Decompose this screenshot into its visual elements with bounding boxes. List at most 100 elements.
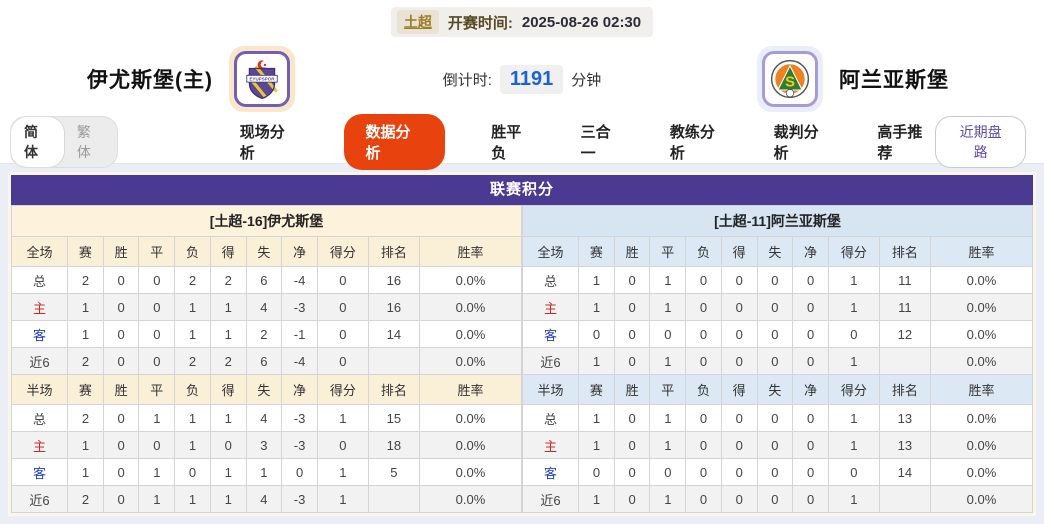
column-header-3: 负 [174,374,211,405]
stat-cell: 0 [756,431,794,459]
stat-cell: 0 [138,320,176,348]
stat-cell: 0 [685,266,722,294]
column-header-6: 净 [792,374,829,405]
stat-cell: -4 [281,266,318,294]
column-header-2: 平 [649,236,687,267]
stat-cell: 0 [827,320,880,348]
row-label: 主 [10,293,69,321]
nav-tab-6[interactable]: 高手推荐 [877,123,923,162]
stat-cell [878,485,931,513]
stat-cell: 0 [720,320,758,348]
column-header-9: 胜率 [418,236,523,267]
away-half-header-row: 半场赛胜平负得失净得分 排名 胜率 [521,374,1034,405]
stat-cell: 0 [792,347,829,375]
column-header-1: 胜 [102,374,140,405]
stat-cell: 0 [281,458,318,486]
countdown: 倒计时: 1191 分钟 [382,64,662,94]
stat-cell: 0.0% [418,458,523,486]
recent-odds-button[interactable]: 近期盘路 [935,115,1026,168]
stat-cell: 0 [792,404,829,432]
stat-cell: 0 [720,404,758,432]
nav-tab-1[interactable]: 数据分析 [343,113,446,170]
stat-cell: 0 [102,485,140,513]
stat-cell: 1 [578,431,615,459]
row-label: 总 [521,404,580,432]
stat-cell: 1 [578,347,615,375]
match-header: 伊尤斯堡(主) EYUPSPOR 倒计时: [0,38,1044,120]
stat-cell: 1 [578,404,615,432]
stat-cell: 4 [245,404,283,432]
tables-container: [土超-16]伊尤斯堡 全场赛胜平负得失净得分 排名 胜率总 2 0 0 2 2 6 -4 0 16 0… [10,205,1034,513]
away-full-header-row: 全场赛胜平负得失净得分 排名 胜率 [521,236,1034,267]
home-full-scope-label: 全场 [10,236,69,267]
away-table-title-row: [土超-11]阿兰亚斯堡 [522,205,1033,237]
column-header-5: 失 [245,236,283,267]
home-table-body: [土超-16]伊尤斯堡 全场赛胜平负得失净得分 排名 胜率总 2 0 0 2 2 6 -4 0 16 0… [10,205,523,513]
stat-cell: 0 [720,458,758,486]
home-full-row-home: 主 1 0 0 1 1 4 -3 0 16 0.0% [10,293,523,321]
column-header-1: 胜 [613,236,651,267]
row-label: 总 [521,266,580,294]
league-link[interactable]: 土超 [396,10,439,34]
stat-cell: -3 [281,431,318,459]
stat-cell: 1 [138,404,176,432]
stat-cell [367,485,420,513]
stat-cell: 1 [67,320,104,348]
away-full-row-home: 主 1 0 1 0 0 0 0 1 11 0.0% [521,293,1034,321]
away-full-row-total: 总 1 0 1 0 0 0 0 1 11 0.0% [521,266,1034,294]
stat-cell: 1 [67,431,104,459]
stat-cell: 0.0% [418,431,523,459]
nav-tab-0[interactable]: 现场分析 [239,123,285,162]
stat-cell: 0 [827,458,880,486]
stat-cell: 0 [792,485,829,513]
stat-cell: 2 [67,404,104,432]
column-header-1: 胜 [613,374,651,405]
stat-cell: 0.0% [929,320,1034,348]
stat-cell: 16 [367,293,420,321]
stat-cell: -1 [281,320,318,348]
lang-option-1[interactable]: 繁体 [76,123,91,160]
stat-cell: 1 [67,293,104,321]
stat-cell: 1 [649,485,687,513]
stat-cell: 0 [685,485,722,513]
stat-cell: -3 [281,293,318,321]
home-half-row-recent: 近6 2 0 1 1 1 4 -3 1 0.0% [10,485,523,513]
lang-option-0[interactable]: 简体 [11,116,64,167]
stat-cell: 0 [756,404,794,432]
stat-cell: 1 [827,485,880,513]
stat-cell: 0 [685,293,722,321]
language-toggle: 简体 繁体 [10,115,118,168]
column-header-0: 赛 [578,236,615,267]
column-header-1: 胜 [102,236,140,267]
stat-cell: 2 [245,320,283,348]
column-header-9: 胜率 [929,236,1034,267]
stat-cell: 13 [878,431,931,459]
stat-cell: 1 [649,404,687,432]
stat-cell: 0.0% [418,293,523,321]
stat-cell: 0 [720,485,758,513]
nav-tab-2[interactable]: 胜平负 [491,123,522,162]
nav-tab-4[interactable]: 教练分析 [669,123,715,162]
stat-cell: 4 [245,293,283,321]
stat-cell: 1 [174,320,211,348]
row-label: 主 [521,293,580,321]
home-full-row-away: 客 1 0 0 1 1 2 -1 0 14 0.0% [10,320,523,348]
nav-tab-3[interactable]: 三合一 [580,123,611,162]
stat-cell: 2 [174,266,211,294]
stat-cell: 1 [827,347,880,375]
stat-cell: 11 [878,266,931,294]
stat-cell: -3 [281,404,318,432]
nav-tab-5[interactable]: 裁判分析 [773,123,819,162]
stat-cell: 1 [316,458,369,486]
stat-cell: 0 [613,431,651,459]
column-header-8: 排名 [367,374,420,405]
stat-cell: 0 [649,458,687,486]
stat-cell: 0.0% [929,431,1034,459]
stat-cell: 1 [138,458,176,486]
column-header-5: 失 [756,374,794,405]
stat-cell: 0 [792,266,829,294]
stat-cell: 2 [67,347,104,375]
stat-cell: 2 [174,347,211,375]
stat-cell: 1 [649,347,687,375]
stat-cell: 1 [209,485,247,513]
